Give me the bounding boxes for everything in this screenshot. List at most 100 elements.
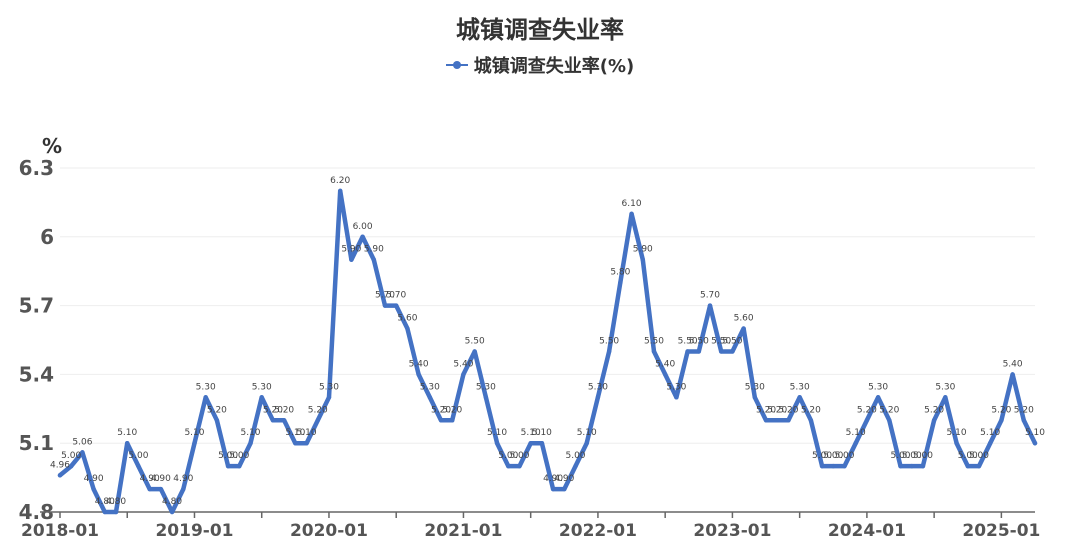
data-point: [169, 509, 175, 515]
data-point: [1010, 372, 1015, 377]
data-label: 5.40: [409, 359, 429, 369]
data-point: [326, 395, 332, 400]
data-point: [707, 303, 713, 308]
data-point: [999, 418, 1004, 423]
data-point: [371, 257, 376, 262]
chart-title: 城镇调查失业率: [456, 16, 624, 44]
x-tick-label: 2024-01: [828, 521, 906, 541]
data-label: 5.00: [890, 451, 910, 461]
data-label: 5.30: [420, 382, 440, 392]
data-label: 5.00: [498, 451, 518, 461]
data-point: [259, 395, 264, 400]
data-point: [965, 463, 970, 469]
data-label: 5.20: [767, 405, 787, 415]
data-label: 5.10: [521, 428, 541, 438]
data-point: [842, 463, 847, 469]
data-label: 5.00: [61, 451, 81, 461]
data-point: [304, 441, 309, 446]
series-line: [57, 188, 1038, 515]
y-tick-label: 5.7: [19, 294, 54, 318]
data-label: 5.20: [274, 405, 294, 415]
data-label: 5.20: [924, 405, 944, 415]
data-label: 5.00: [913, 451, 933, 461]
data-point: [595, 395, 601, 400]
data-label: 6.00: [353, 222, 373, 232]
data-label: 5.20: [879, 405, 899, 415]
data-label: 5.00: [128, 451, 148, 461]
data-point: [158, 486, 164, 492]
x-tick-label: 2021-01: [424, 521, 502, 541]
data-point: [573, 463, 578, 469]
data-label: 4.90: [84, 474, 104, 484]
data-point: [394, 303, 399, 308]
data-label: 5.70: [386, 291, 406, 301]
data-label: 5.20: [1014, 405, 1034, 415]
data-point: [438, 418, 444, 423]
data-label: 4.90: [151, 474, 171, 484]
data-label: 5.80: [610, 268, 630, 278]
data-label: 5.20: [857, 405, 877, 415]
data-label: 5.10: [117, 428, 137, 438]
data-label: 5.10: [577, 428, 597, 438]
data-label: 5.30: [790, 382, 810, 392]
data-point: [281, 418, 287, 423]
data-label: 5.00: [969, 451, 989, 461]
data-point: [640, 257, 645, 262]
data-point: [349, 257, 354, 262]
data-point: [651, 349, 657, 354]
y-tick-label: 5.1: [19, 431, 54, 455]
data-point: [550, 486, 556, 492]
data-point: [69, 463, 74, 469]
data-label: 5.30: [476, 382, 496, 392]
data-point: [618, 280, 623, 285]
data-point: [696, 349, 701, 354]
data-label: 5.30: [588, 382, 608, 392]
data-label: 4.90: [554, 474, 574, 484]
y-tick-label: 5.4: [19, 362, 54, 386]
data-label: 5.10: [285, 428, 305, 438]
data-point: [136, 463, 141, 469]
data-label: 5.40: [655, 359, 675, 369]
data-point: [192, 441, 197, 446]
data-point: [853, 441, 858, 446]
data-label: 5.20: [308, 405, 328, 415]
data-point: [562, 486, 567, 492]
legend-label: 城镇调查失业率(%): [473, 56, 635, 77]
data-point: [472, 349, 477, 354]
data-point: [539, 441, 545, 446]
data-point: [113, 509, 119, 515]
data-label: 5.60: [734, 314, 754, 324]
chart-legend[interactable]: 城镇调查失业率(%): [0, 52, 1080, 78]
data-point: [775, 418, 780, 423]
data-label: 5.00: [229, 451, 249, 461]
data-label: 5.10: [1025, 428, 1045, 438]
data-label: 5.10: [297, 428, 317, 438]
data-label: 5.30: [935, 382, 955, 392]
data-point: [898, 463, 903, 469]
data-label: 5.70: [375, 291, 395, 301]
data-label: 5.20: [207, 405, 227, 415]
y-tick-label: 6.3: [19, 156, 54, 180]
data-point: [797, 395, 802, 400]
data-label: 5.10: [240, 428, 260, 438]
data-point: [248, 441, 253, 446]
data-point: [1032, 441, 1038, 446]
data-point: [685, 349, 690, 354]
data-point: [315, 418, 320, 423]
data-point: [416, 372, 421, 377]
data-label: 5.20: [263, 405, 283, 415]
data-point: [606, 349, 612, 354]
data-point: [461, 372, 466, 377]
data-point: [91, 486, 96, 492]
data-point: [864, 418, 870, 423]
data-label: 5.00: [218, 451, 238, 461]
data-point: [931, 418, 937, 423]
x-tick-label: 2018-01: [21, 521, 99, 541]
data-label: 4.90: [140, 474, 160, 484]
data-label: 5.20: [431, 405, 451, 415]
data-label: 4.80: [95, 497, 115, 507]
data-label: 6.10: [622, 199, 642, 209]
data-label: 5.20: [801, 405, 821, 415]
x-tick-label: 2019-01: [155, 521, 233, 541]
